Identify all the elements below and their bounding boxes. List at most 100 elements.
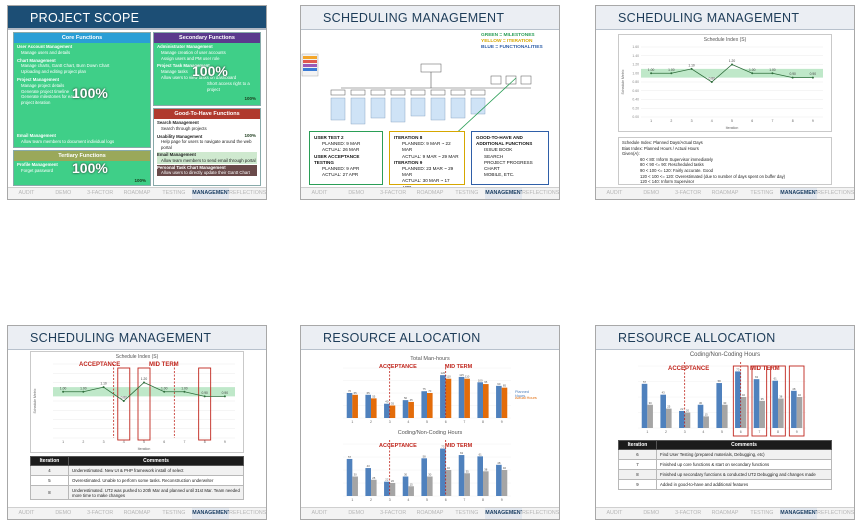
x-tick-label: 6 (740, 430, 742, 434)
nav-tab[interactable]: ROADMAP (711, 190, 739, 196)
data-label: 1.00 (668, 68, 675, 72)
nav-tab[interactable]: DEMO (55, 510, 72, 516)
nav-tab[interactable]: AUDIT (606, 190, 623, 196)
bar (445, 470, 452, 496)
slide-thumbnail-scheduling-wbs[interactable]: SCHEDULING MANAGEMENT GREEN = MILESTONES… (300, 5, 560, 200)
wbs-diagram (301, 53, 532, 131)
data-label: 73 (441, 445, 445, 449)
nav-tab[interactable]: AUDIT (311, 190, 328, 196)
nav-tab-active[interactable]: MANAGEMENT (780, 188, 818, 199)
bar (772, 380, 778, 428)
nav-tab[interactable]: DEMO (643, 190, 660, 196)
bar (647, 404, 653, 428)
slide-thumbnail-schedule-index-comments[interactable]: SCHEDULING MANAGEMENT Schedule Index (S)… (7, 325, 267, 520)
nav-tab[interactable]: ROADMAP (711, 510, 739, 516)
nav-tab[interactable]: TESTING (455, 510, 479, 516)
bar (346, 458, 353, 496)
nav-tab[interactable]: 3-FACTOR (380, 510, 407, 516)
x-tick-label: 7 (463, 498, 465, 502)
x-tick-label: 2 (665, 430, 667, 434)
table-cell: Overestimated. Unable to perform some ta… (68, 475, 244, 486)
schedule-index-plot: 1.00 1 1.00 2 1.10 3 0.80 4 1.20 5 1.00 6 1.00 7 0.90 8… (33, 363, 235, 451)
bar (346, 393, 353, 418)
x-tick-label: 8 (204, 440, 206, 444)
bar (641, 383, 648, 428)
nav-tab[interactable]: REFLECTIONS (817, 190, 855, 196)
bar (703, 416, 709, 428)
section-nav-bar: AUDIT DEMO 3-FACTOR ROADMAP TESTING MANA… (301, 507, 559, 519)
nav-tab-active[interactable]: MANAGEMENT (485, 508, 523, 519)
bar (440, 448, 446, 496)
table-cell: 8 (618, 469, 657, 480)
x-tick-label: 6 (445, 420, 447, 424)
nav-tab[interactable]: REFLECTIONS (229, 190, 267, 196)
slide-thumbnail-resource-allocation-comments[interactable]: RESOURCE ALLOCATION Coding/Non-Coding Ho… (595, 325, 855, 520)
list-item: Project Task Management (157, 63, 210, 69)
schedule-index-notes: Schedule Index: Planned Days/Actual Days… (618, 137, 832, 185)
list-item: USER ACCEPTANCE TESTING (314, 153, 360, 165)
nav-tab[interactable]: 3-FACTOR (87, 510, 114, 516)
x-tick-label: 1 (650, 119, 652, 123)
legend-yellow: YELLOW = ITERATION (481, 39, 533, 44)
slide-thumbnail-resource-allocation-hours[interactable]: RESOURCE ALLOCATION Total Man-hours 70 65… (300, 325, 560, 520)
acceptance-label: ACCEPTANCE (379, 364, 417, 370)
table-cell: Finished up core functions & start on se… (656, 459, 832, 470)
data-label: 57 (643, 380, 647, 384)
data-point (710, 81, 713, 83)
data-point (731, 63, 733, 66)
nav-tab[interactable]: AUDIT (606, 510, 623, 516)
data-label: 63 (755, 375, 759, 379)
data-label: 30 (723, 401, 727, 405)
nav-tab[interactable]: 3-FACTOR (675, 510, 702, 516)
target-band (53, 387, 235, 397)
tertiary-functions-box: Tertiary Functions Profile Management Fo… (13, 150, 151, 186)
table-cell: 5 (30, 475, 69, 486)
slide-thumbnail-project-scope[interactable]: PROJECT SCOPE Core Functions User Accoun… (7, 5, 267, 200)
nav-tab[interactable]: ROADMAP (123, 510, 151, 516)
y-tick-label: 1.20 (632, 63, 639, 67)
tertiary-functions-heading: Tertiary Functions (14, 151, 150, 161)
x-tick-label: 7 (758, 430, 760, 434)
nav-tab[interactable]: ROADMAP (123, 190, 151, 196)
note-line: 90 < 100 <= 120: Fairly accurate. Good (640, 167, 713, 173)
nav-tab[interactable]: AUDIT (18, 510, 35, 516)
nav-tab[interactable]: TESTING (162, 190, 186, 196)
core-functions-box: Core Functions User Account Management M… (13, 32, 151, 148)
nav-tab[interactable]: DEMO (643, 510, 660, 516)
nav-tab-active[interactable]: MANAGEMENT (192, 508, 230, 519)
x-tick-label: 9 (501, 498, 503, 502)
nav-tab[interactable]: REFLECTIONS (522, 510, 560, 516)
nav-tab-active[interactable]: MANAGEMENT (780, 508, 818, 519)
list-item: Manage creation of user accounts (161, 49, 226, 55)
tertiary-completion-small: 100% (134, 178, 146, 183)
x-tick-label: 9 (501, 420, 503, 424)
x-tick-label: 3 (389, 420, 391, 424)
nav-tab[interactable]: TESTING (750, 510, 774, 516)
nav-tab[interactable]: DEMO (348, 190, 365, 196)
nav-tab-active[interactable]: MANAGEMENT (192, 188, 230, 199)
nav-tab[interactable]: 3-FACTOR (380, 190, 407, 196)
note-line: 120 < 100 <= 120: Overestimated (due to … (640, 173, 786, 179)
data-label: 15 (410, 482, 414, 486)
nav-tab[interactable]: REFLECTIONS (229, 510, 267, 516)
nav-tab[interactable]: 3-FACTOR (87, 190, 114, 196)
slide-title: RESOURCE ALLOCATION (596, 326, 854, 350)
nav-tab[interactable]: TESTING (750, 190, 774, 196)
slide-thumbnail-schedule-index[interactable]: SCHEDULING MANAGEMENT Schedule Index (S)… (595, 5, 855, 200)
nav-tab[interactable]: 3-FACTOR (675, 190, 702, 196)
bar (408, 401, 414, 418)
nav-tab[interactable]: ROADMAP (416, 510, 444, 516)
data-point (122, 400, 125, 402)
nav-tab[interactable]: AUDIT (311, 510, 328, 516)
nav-tab-active[interactable]: MANAGEMENT (485, 188, 523, 199)
nav-tab[interactable]: DEMO (348, 510, 365, 516)
nav-tab[interactable]: DEMO (55, 190, 72, 196)
nav-tab[interactable]: AUDIT (18, 190, 35, 196)
bar (389, 405, 396, 418)
nav-tab[interactable]: TESTING (162, 510, 186, 516)
nav-tab[interactable]: TESTING (455, 190, 479, 196)
nav-tab[interactable]: ROADMAP (416, 190, 444, 196)
nav-tab[interactable]: REFLECTIONS (817, 510, 855, 516)
tertiary-completion-overlay: 100% (72, 160, 108, 176)
nav-tab[interactable]: REFLECTIONS (522, 190, 560, 196)
